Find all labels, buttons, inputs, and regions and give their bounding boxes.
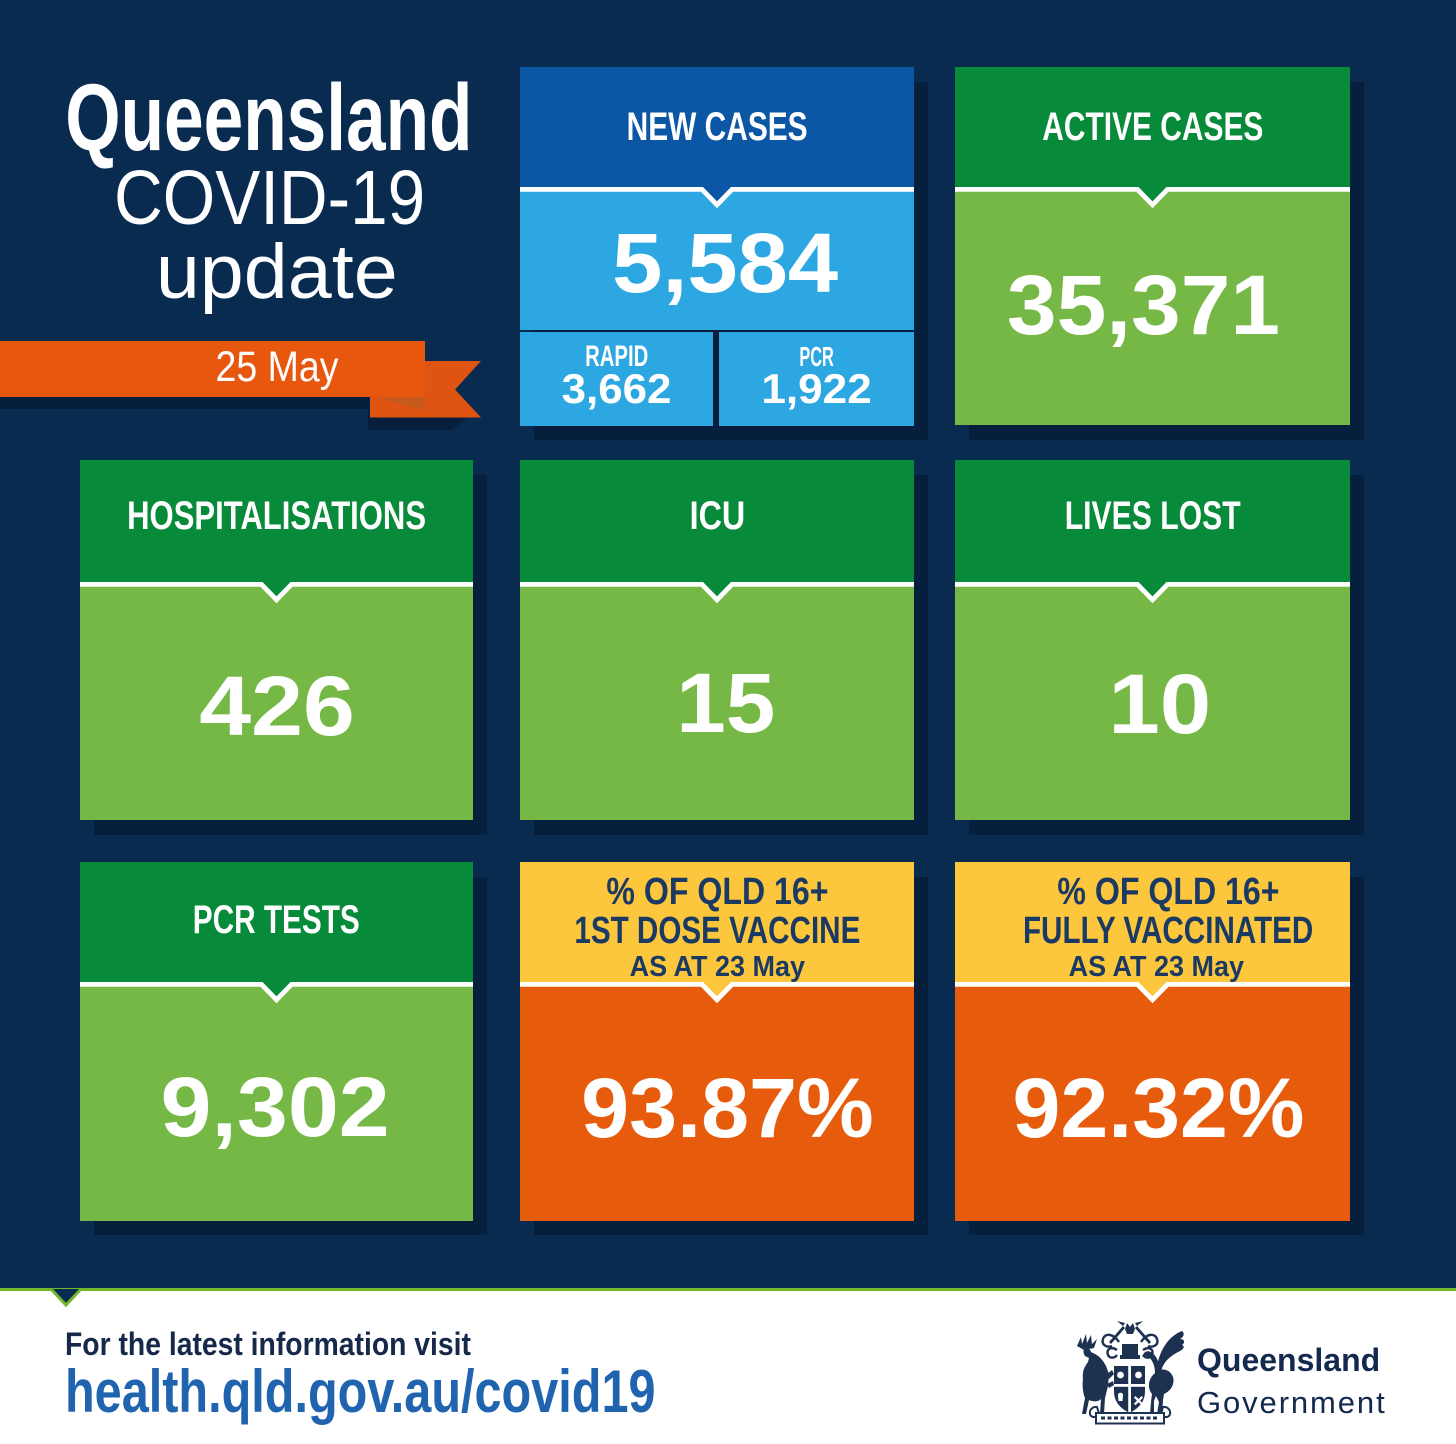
svg-text:25 May: 25 May <box>216 343 339 391</box>
